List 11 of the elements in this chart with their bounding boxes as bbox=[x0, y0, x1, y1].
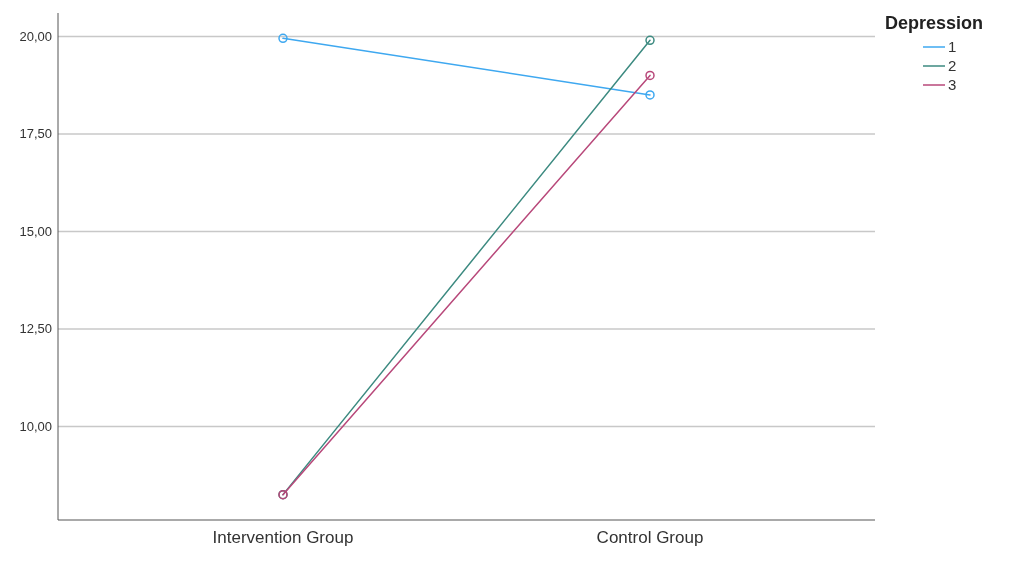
legend-label: 3 bbox=[948, 76, 957, 94]
x-tick-label: Control Group bbox=[596, 528, 704, 547]
legend-title: Depression bbox=[885, 13, 984, 33]
y-tick-label: 15,00 bbox=[19, 223, 52, 239]
legend-label: 2 bbox=[948, 57, 957, 75]
y-tick-label: 17,50 bbox=[19, 126, 52, 142]
y-tick-label: 12,50 bbox=[19, 321, 52, 337]
y-tick-label: 20,00 bbox=[19, 28, 52, 44]
legend-label: 1 bbox=[948, 38, 957, 56]
y-tick-label: 10,00 bbox=[19, 418, 52, 434]
x-tick-label: Intervention Group bbox=[212, 528, 354, 547]
